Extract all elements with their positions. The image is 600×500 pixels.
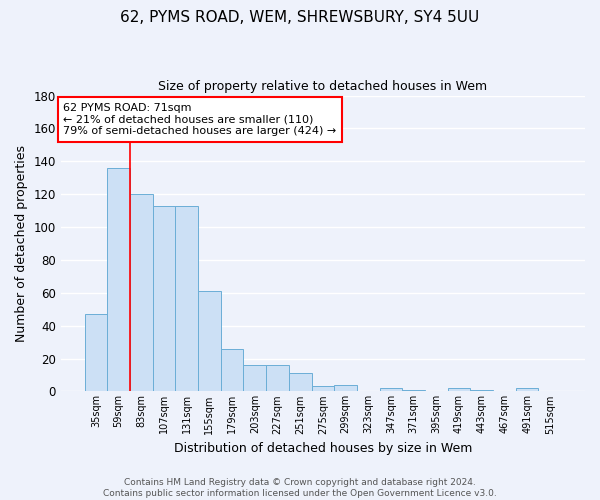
Bar: [107, 168, 130, 392]
Bar: [152, 206, 175, 392]
Bar: [311, 386, 334, 392]
Bar: [448, 388, 470, 392]
Bar: [516, 388, 538, 392]
Bar: [334, 385, 357, 392]
Title: Size of property relative to detached houses in Wem: Size of property relative to detached ho…: [158, 80, 487, 93]
X-axis label: Distribution of detached houses by size in Wem: Distribution of detached houses by size …: [174, 442, 472, 455]
Y-axis label: Number of detached properties: Number of detached properties: [15, 145, 28, 342]
Bar: [266, 365, 289, 392]
Bar: [130, 194, 152, 392]
Bar: [380, 388, 403, 392]
Bar: [470, 390, 493, 392]
Text: 62, PYMS ROAD, WEM, SHREWSBURY, SY4 5UU: 62, PYMS ROAD, WEM, SHREWSBURY, SY4 5UU: [121, 10, 479, 25]
Bar: [403, 390, 425, 392]
Bar: [175, 206, 198, 392]
Bar: [198, 291, 221, 392]
Bar: [85, 314, 107, 392]
Bar: [221, 348, 244, 392]
Text: 62 PYMS ROAD: 71sqm
← 21% of detached houses are smaller (110)
79% of semi-detac: 62 PYMS ROAD: 71sqm ← 21% of detached ho…: [64, 103, 337, 136]
Text: Contains HM Land Registry data © Crown copyright and database right 2024.
Contai: Contains HM Land Registry data © Crown c…: [103, 478, 497, 498]
Bar: [289, 374, 311, 392]
Bar: [244, 365, 266, 392]
